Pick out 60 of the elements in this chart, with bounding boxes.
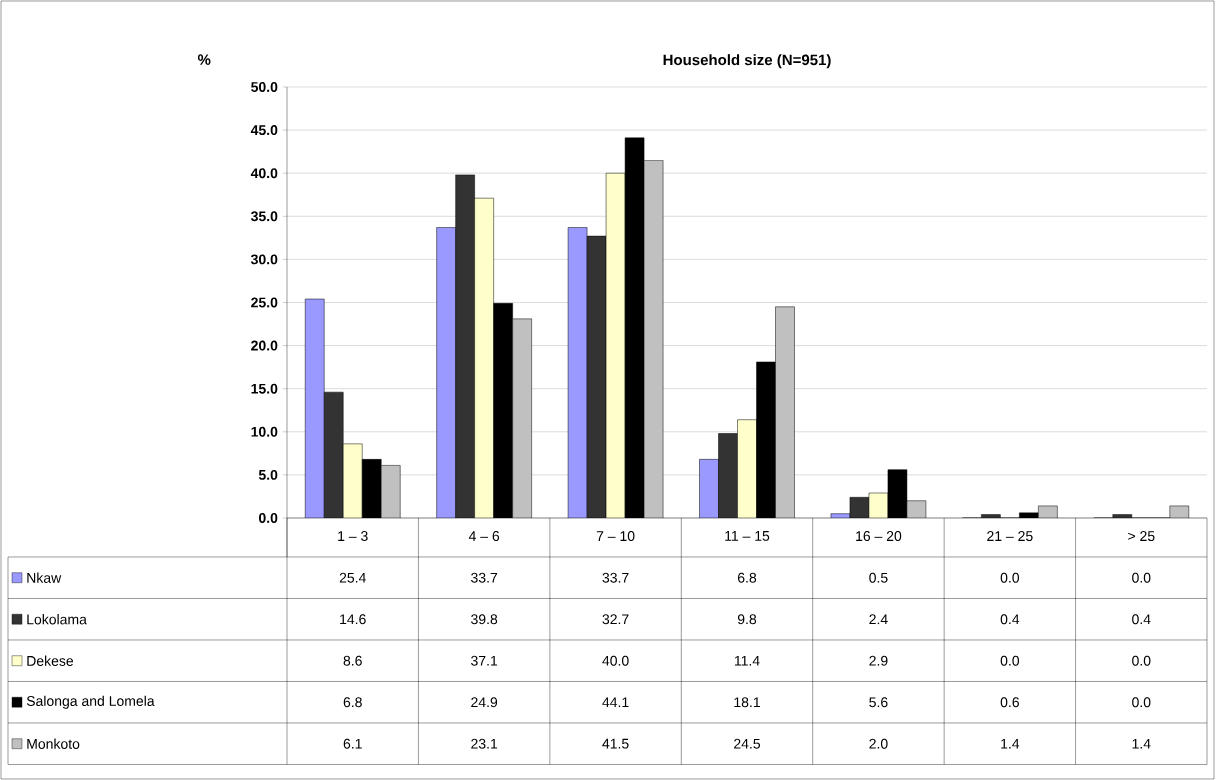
- data-label: 2.9: [869, 655, 888, 666]
- data-label: 0.0: [1000, 655, 1020, 666]
- data-label: 0.4: [1132, 614, 1151, 625]
- data-label: 39.8: [471, 614, 498, 625]
- data-label: 23.1: [471, 738, 498, 749]
- y-axis-title: %: [197, 54, 211, 65]
- legend-label: Monkoto: [27, 738, 80, 749]
- y-tick-label: 25.0: [251, 297, 278, 308]
- x-tick-label: 1 – 3: [338, 531, 368, 542]
- data-label: 0.0: [1132, 572, 1151, 583]
- data-label: 6.1: [343, 738, 362, 749]
- x-tick-label: 16 – 20: [856, 531, 902, 542]
- y-tick-label: 20.0: [251, 340, 278, 351]
- data-label: 0.6: [1000, 697, 1019, 708]
- data-label: 24.9: [471, 697, 498, 708]
- x-tick-label: 11 – 15: [725, 531, 770, 541]
- data-label: 44.1: [602, 697, 629, 708]
- y-tick-label: 0.0: [258, 513, 278, 523]
- x-tick-label: 21 – 25: [987, 531, 1033, 542]
- y-tick-label: 15.0: [251, 383, 278, 394]
- legend-label: Nkaw: [27, 572, 62, 583]
- y-tick-label: 5.0: [258, 469, 278, 480]
- data-label: 0.0: [1132, 655, 1151, 666]
- data-label: 41.5: [602, 738, 629, 749]
- data-label: 8.6: [343, 655, 362, 666]
- x-tick-label: > 25: [1128, 531, 1155, 542]
- data-label: 2.4: [869, 614, 888, 625]
- y-tick-label: 35.0: [250, 211, 278, 222]
- y-tick-label: 50.0: [251, 82, 278, 92]
- data-label: 37.1: [471, 655, 498, 666]
- data-label: 18.1: [734, 697, 760, 708]
- data-label: 14.6: [340, 614, 366, 625]
- y-tick-label: 10.0: [251, 426, 278, 437]
- data-label: 9.8: [737, 614, 757, 625]
- data-label: 0.4: [1000, 614, 1020, 625]
- data-label: 40.0: [602, 655, 629, 666]
- legend-label: Lokolama: [27, 614, 87, 625]
- data-label: 6.8: [343, 697, 362, 708]
- data-label: 5.6: [869, 697, 888, 708]
- data-label: 11.4: [734, 655, 760, 666]
- y-tick-label: 30.0: [250, 254, 278, 265]
- x-tick-label: 4 – 6: [468, 531, 500, 542]
- data-label: 32.7: [602, 614, 629, 625]
- data-label: 33.7: [602, 572, 629, 583]
- data-label: 25.4: [339, 572, 366, 583]
- x-tick-label: 7 – 10: [596, 531, 635, 542]
- data-label: 2.0: [869, 738, 888, 749]
- data-label: 1.4: [1001, 738, 1020, 749]
- data-label: 6.8: [737, 572, 757, 583]
- legend-label: Dekese: [27, 655, 74, 666]
- data-label: 1.4: [1132, 738, 1151, 749]
- data-label: 24.5: [734, 738, 761, 749]
- legend-label: Salonga and Lomela: [26, 695, 155, 709]
- data-label: 33.7: [471, 572, 498, 583]
- data-label: 0.0: [1132, 697, 1151, 708]
- data-label: 0.0: [1000, 572, 1020, 583]
- y-tick-label: 45.0: [250, 125, 278, 136]
- y-tick-label: 40.0: [250, 168, 278, 179]
- chart-title: Household size (N=951): [663, 54, 831, 69]
- data-label: 0.5: [869, 572, 888, 583]
